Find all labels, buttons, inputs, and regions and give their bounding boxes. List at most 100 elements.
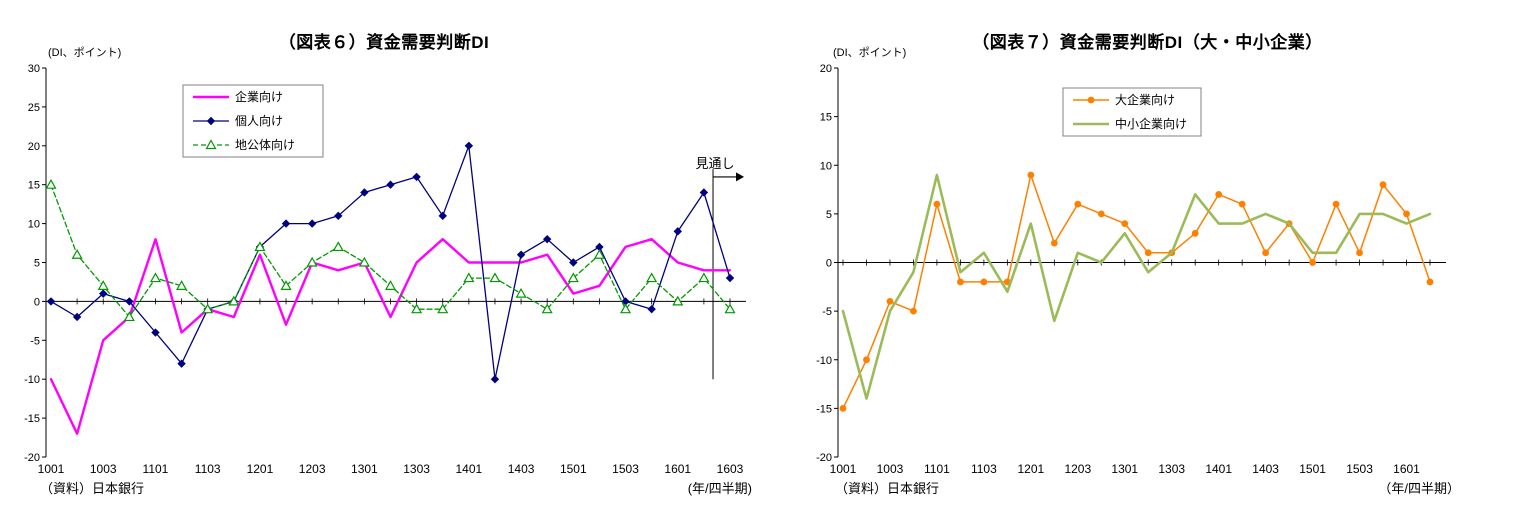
x-tick-label: 1103 [971, 462, 997, 476]
series-line-1 [841, 173, 1432, 400]
marker-diamond-icon [699, 188, 709, 197]
legend-label: 中小企業向け [1115, 116, 1187, 131]
marker-triangle-icon [463, 272, 475, 283]
y-tick-label: 20 [820, 63, 832, 75]
x-tick-label: 1303 [1158, 462, 1185, 476]
marker-diamond-icon [647, 304, 656, 314]
marker-circle-icon [1097, 210, 1105, 218]
marker-triangle-icon [567, 272, 579, 283]
x-tick-label: 1601 [664, 462, 691, 476]
y-tick-label: -15 [24, 413, 40, 425]
y-tick-label: -10 [816, 355, 832, 367]
x-axis-note: (年/四半期) [687, 481, 752, 496]
marker-diamond-icon [490, 375, 500, 384]
x-tick-label: 1601 [1393, 462, 1420, 476]
line-chart-funds-demand-di-by-size: -20 -15 -10 -5 0 5 10 15 20 1001 1003 1101 1103 1201 1… [816, 63, 1446, 476]
x-tick-label: 1203 [299, 462, 326, 476]
marker-diamond-icon [72, 312, 82, 322]
line-chart-funds-demand-di: -20 -15 -10 -5 0 5 10 15 20 25 30 1001 1003 1101 1103 1… [24, 63, 746, 476]
series-line-2 [50, 184, 731, 318]
marker-circle-icon [1356, 249, 1363, 257]
y-tick-label: -5 [822, 306, 832, 318]
marker-diamond-icon [125, 297, 134, 306]
marker-triangle-icon [123, 311, 135, 322]
marker-circle-icon [1121, 220, 1129, 228]
y-tick-label: 10 [28, 219, 40, 231]
forecast-label: 見通し [696, 156, 735, 171]
marker-circle-icon [1238, 200, 1246, 208]
marker-triangle-icon [411, 303, 423, 314]
y-tick-label: 0 [826, 258, 832, 270]
x-tick-label: 1401 [455, 462, 482, 476]
y-tick-label: -20 [24, 452, 40, 464]
x-tick-label: 1003 [877, 462, 904, 476]
marker-triangle-icon [358, 256, 370, 267]
marker-circle-icon [1050, 239, 1058, 247]
x-tick-label: 1501 [560, 462, 587, 476]
marker-circle-icon [1262, 249, 1270, 257]
legend-marker-diamond-icon [206, 116, 216, 126]
marker-circle-icon [910, 307, 917, 315]
marker-diamond-icon [360, 188, 369, 197]
x-tick-label: 1201 [247, 462, 274, 476]
marker-diamond-icon [569, 258, 578, 267]
marker-diamond-icon [516, 250, 526, 259]
y-tick-label: 30 [28, 63, 40, 75]
y-tick-label: -5 [30, 335, 40, 347]
marker-triangle-icon [228, 295, 240, 306]
marker-circle-icon [886, 298, 894, 305]
x-tick-label: 1003 [90, 462, 117, 476]
marker-triangle-icon [45, 178, 57, 189]
x-tick-label: 1001 [830, 462, 857, 476]
marker-diamond-icon [438, 211, 447, 221]
marker-circle-icon [1379, 181, 1387, 189]
y-tick-label: 15 [820, 112, 832, 124]
x-tick-label: 1301 [351, 462, 378, 476]
legend-box [1062, 87, 1202, 137]
marker-circle-icon [1426, 278, 1434, 286]
marker-triangle-icon [437, 303, 449, 314]
forecast-arrowhead-icon [736, 172, 745, 182]
marker-circle-icon [933, 200, 941, 208]
x-tick-label: 1301 [1111, 462, 1138, 476]
marker-triangle-icon [280, 280, 292, 290]
marker-triangle-icon [306, 256, 318, 267]
x-tick-label: 1501 [1299, 462, 1326, 476]
marker-diamond-icon [99, 289, 108, 298]
legend-marker-triangle-icon [205, 139, 217, 150]
legend-label: 地公体向け [235, 137, 295, 152]
x-tick-label: 1001 [38, 462, 65, 476]
marker-triangle-icon [698, 272, 710, 283]
y-tick-label: 15 [28, 180, 40, 192]
y-tick-label: -20 [816, 452, 832, 464]
marker-triangle-icon [672, 295, 684, 306]
marker-diamond-icon [412, 172, 421, 182]
marker-diamond-icon [542, 234, 552, 244]
legend-label: 企業向け [235, 89, 283, 104]
marker-circle-icon [1403, 210, 1410, 218]
marker-circle-icon [1332, 200, 1340, 208]
x-tick-label: 1403 [1252, 462, 1279, 476]
source-note: （資料）日本銀行 [40, 481, 145, 496]
marker-circle-icon [1191, 229, 1199, 237]
marker-diamond-icon [386, 180, 395, 189]
legend-label: 個人向け [235, 113, 283, 128]
marker-diamond-icon [307, 219, 317, 228]
series-line-0 [49, 238, 732, 435]
marker-circle-icon [839, 404, 847, 412]
x-tick-label: 1101 [924, 462, 950, 476]
x-tick-label: 1303 [403, 462, 430, 476]
y-tick-label: 5 [34, 258, 40, 270]
marker-circle-icon [1144, 249, 1152, 257]
source-note: （資料）日本銀行 [835, 481, 940, 496]
y-tick-label: 0 [34, 296, 40, 308]
marker-circle-icon [1027, 171, 1035, 179]
series-line-0 [842, 174, 1431, 410]
marker-diamond-icon [151, 328, 160, 337]
x-tick-label: 1403 [508, 462, 535, 476]
marker-triangle-icon [71, 248, 83, 259]
marker-triangle-icon [384, 280, 397, 290]
x-tick-label: 1503 [1346, 462, 1373, 476]
marker-triangle-icon [515, 287, 527, 298]
y-axis-unit-label: (DI、ポイント) [833, 47, 907, 59]
